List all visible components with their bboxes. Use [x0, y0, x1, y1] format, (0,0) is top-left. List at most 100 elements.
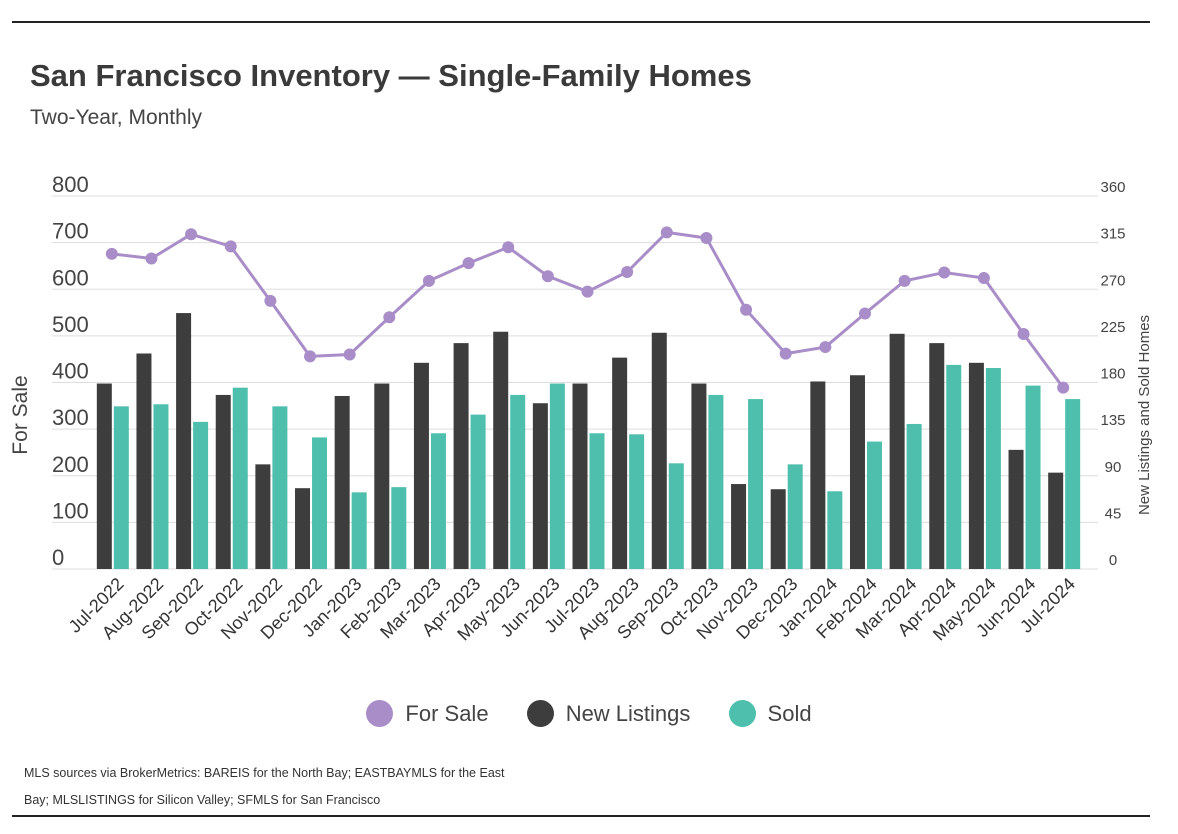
- for-sale-point: [898, 274, 911, 287]
- for-sale-swatch-icon: [366, 700, 394, 727]
- right-tick-label: 225: [1100, 319, 1125, 336]
- for-sale-point: [343, 348, 356, 361]
- for-sale-series-line: [111, 230, 1065, 389]
- legend-item-new-listings: New Listings: [526, 700, 691, 727]
- inventory-chart: 0 100 200 300 400 500 600 700 800 0 45 90 135 180 225…: [9, 172, 1153, 645]
- sold-bar: [827, 491, 843, 569]
- sold-bar: [549, 383, 565, 569]
- for-sale-point: [581, 285, 594, 298]
- for-sale-point: [105, 247, 118, 260]
- sold-bar: [668, 463, 684, 569]
- left-axis-label: For Sale: [9, 375, 32, 454]
- for-sale-point: [145, 252, 158, 265]
- new-listings-bar: [413, 362, 429, 569]
- sold-bar: [193, 421, 209, 569]
- legend-label: New Listings: [565, 700, 691, 726]
- sold-bar: [430, 433, 446, 569]
- right-tick-label: 45: [1105, 505, 1122, 522]
- sold-bar: [866, 441, 882, 569]
- for-sale-point: [1017, 328, 1030, 341]
- source-note-line2: Bay; MLSLISTINGS for Silicon Valley; SFM…: [24, 793, 381, 807]
- sold-bar: [708, 394, 724, 569]
- sold-bar: [629, 434, 645, 569]
- sold-swatch-icon: [728, 700, 756, 727]
- top-rule: [12, 21, 1150, 23]
- x-axis-labels: Jul-2022Aug-2022Sep-2022Oct-2022Nov-2022…: [65, 574, 1079, 645]
- left-tick-label: 300: [52, 405, 89, 430]
- for-sale-point: [977, 272, 990, 285]
- left-tick-label: 100: [52, 498, 89, 523]
- sold-bar: [391, 487, 407, 569]
- for-sale-point: [502, 241, 515, 254]
- left-tick-label: 500: [52, 312, 89, 337]
- sold-bar: [1025, 385, 1041, 569]
- left-tick-label: 800: [52, 172, 89, 197]
- left-tick-label: 700: [52, 219, 89, 244]
- for-sale-point: [938, 266, 951, 279]
- sold-bar: [787, 464, 803, 569]
- sold-bar: [906, 423, 922, 569]
- for-sale-line: [105, 226, 1070, 394]
- legend-item-sold: Sold: [728, 700, 812, 727]
- sold-bar: [232, 387, 248, 569]
- for-sale-point: [1057, 381, 1070, 394]
- right-tick-label: 315: [1100, 226, 1125, 243]
- new-listings-bar: [929, 343, 945, 569]
- legend-item-for-sale: For Sale: [366, 700, 489, 727]
- sold-bar: [985, 367, 1001, 569]
- new-listings-bar: [691, 383, 707, 569]
- sold-bar: [748, 399, 764, 569]
- legend-label: For Sale: [405, 700, 489, 726]
- for-sale-point: [740, 303, 753, 316]
- sold-bar: [312, 437, 328, 569]
- for-sale-point: [858, 307, 871, 320]
- sold-bar: [351, 492, 367, 569]
- new-listings-bar: [493, 331, 509, 569]
- new-listings-bar: [334, 395, 350, 569]
- right-tick-label: 270: [1100, 272, 1125, 289]
- new-listings-bar: [295, 488, 311, 569]
- right-tick-label: 90: [1105, 459, 1122, 476]
- new-listings-bar: [96, 383, 112, 569]
- sold-bar: [470, 414, 486, 569]
- new-listings-bar: [849, 375, 865, 569]
- new-listings-bar: [770, 489, 786, 569]
- new-listings-bar: [374, 383, 390, 569]
- sold-bar: [153, 404, 169, 569]
- new-listings-bar: [572, 383, 588, 569]
- for-sale-point: [185, 228, 198, 241]
- new-listings-bar: [1048, 472, 1064, 569]
- new-listings-bar: [1008, 449, 1024, 569]
- new-listings-bar: [255, 464, 271, 569]
- new-listings-bar: [176, 313, 192, 569]
- for-sale-point: [660, 226, 673, 239]
- new-listings-bar: [136, 353, 152, 569]
- for-sale-point: [819, 341, 832, 354]
- new-listings-bar: [453, 343, 469, 569]
- legend-label: Sold: [767, 700, 812, 726]
- chart-subtitle: Two-Year, Monthly: [30, 106, 202, 129]
- sold-bar: [272, 406, 288, 569]
- sold-bar: [510, 394, 526, 569]
- new-listings-bar: [612, 357, 628, 569]
- left-tick-label: 0: [52, 545, 64, 570]
- new-listings-bar: [215, 394, 231, 569]
- for-sale-point: [304, 350, 317, 363]
- right-tick-label: 360: [1100, 179, 1125, 196]
- for-sale-point: [462, 257, 475, 270]
- for-sale-point: [224, 240, 237, 253]
- for-sale-point: [779, 347, 792, 360]
- chart-title: San Francisco Inventory — Single-Family …: [30, 58, 752, 93]
- new-listings-bar: [889, 333, 905, 569]
- sold-bar: [946, 364, 962, 569]
- sold-bar: [589, 433, 605, 569]
- legend: For Sale New Listings Sold: [0, 700, 1178, 733]
- for-sale-point: [383, 311, 396, 324]
- left-axis-ticks: 0 100 200 300 400 500 600 700 800: [52, 172, 89, 570]
- new-listings-bar: [810, 381, 826, 569]
- for-sale-point: [541, 270, 554, 283]
- left-tick-label: 600: [52, 265, 89, 290]
- for-sale-point: [621, 265, 634, 278]
- sold-bar: [113, 406, 129, 569]
- right-tick-label: 180: [1100, 366, 1125, 383]
